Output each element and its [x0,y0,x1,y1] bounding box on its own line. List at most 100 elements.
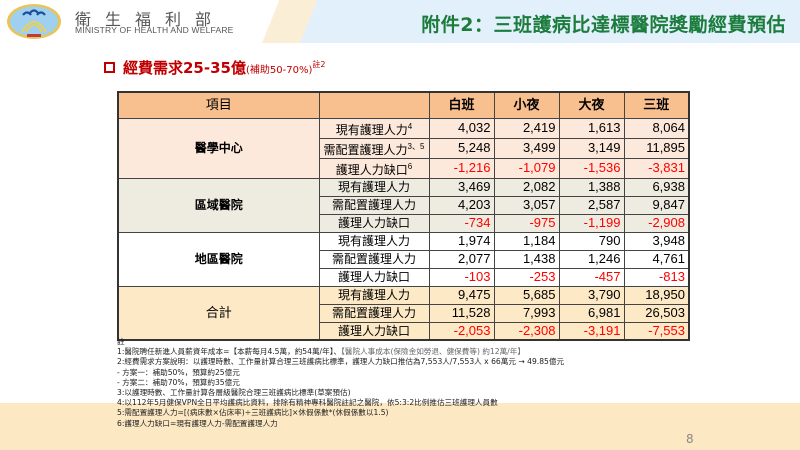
cell-day: 11,528 [428,303,495,323]
cell-night: -1,199 [558,213,625,233]
footer-band [0,403,800,450]
footnote-1: 1:醫院聘任新進人員薪資年成本=【本薪每月4.5萬，約54萬/年】、【醫院人事成… [117,347,525,357]
row-label: 現有護理人力4 [318,117,430,139]
row-label: 護理人力缺口 [318,321,430,341]
cell-night: -1,536 [558,157,625,179]
cell-total: 26,503 [623,303,690,323]
cell-evening: 7,993 [493,303,560,323]
category-total: 合計 [117,285,320,341]
cell-evening: -253 [493,267,560,287]
footnote-2-plan-2: - 方案二：補助70%，預算約35億元 [117,377,240,387]
cell-day: 9,475 [428,285,495,305]
footnote-2-plan-1: - 方案一：補助50%，預算約25億元 [117,367,240,377]
square-bullet-icon [104,62,115,73]
row-label: 需配置護理人力 [318,249,430,269]
table-row: 地區醫院 現有護理人力 1,974 1,184 790 3,948 [117,231,690,287]
column-header-evening: 小夜 [493,91,560,119]
cell-day: 4,203 [428,195,495,215]
row-label: 現有護理人力 [318,177,430,197]
cell-evening: 1,438 [493,249,560,269]
cell-total: 6,938 [623,177,690,197]
cell-evening: 3,057 [493,195,560,215]
cell-evening: -1,079 [493,157,560,179]
row-label: 護理人力缺口 [318,267,430,287]
row-label: 現有護理人力 [318,231,430,251]
cell-night: 1,613 [558,117,625,139]
table-row: 需配置護理人力 11,528 7,993 6,981 26,503 [118,303,690,323]
slide-header: 衛生福利部 MINISTRY OF HEALTH AND WELFARE 附件2… [0,0,800,43]
cell-total: 18,950 [623,285,690,305]
table-row: 需配置護理人力 4,203 3,057 2,587 9,847 [118,195,690,215]
row-label: 需配置護理人力 [318,303,430,323]
nursing-budget-table: 項目 白班 小夜 大夜 三班 醫學中心 現有護理人力4 4,032 2,419 … [117,91,690,341]
cell-night: -457 [558,267,625,287]
subtitle-main: 經費需求25-35億 [123,59,246,77]
cell-total: 3,948 [623,231,690,251]
table-row: 護理人力缺口 -2,053 -2,308 -3,191 -7,553 [118,321,690,341]
cell-total: 9,847 [623,195,690,215]
category-regional-hospital: 區域醫院 [117,177,320,233]
section-subtitle: 經費需求25-35億 (補助50-70%) 註2 [104,57,325,78]
cell-day: -734 [428,213,495,233]
row-label: 需配置護理人力 [318,195,430,215]
subtitle-detail: (補助50-70%) [245,65,313,76]
ministry-name-en: MINISTRY OF HEALTH AND WELFARE [75,25,234,35]
footnote-4: 4:以112年5月健保VPN全日平均護病比資料，排除有精神專科醫院註記之醫院，依… [117,398,498,408]
cell-day: 4,032 [428,117,495,139]
column-header-night: 大夜 [558,91,625,119]
table-row: 區域醫院 現有護理人力 3,469 2,082 1,388 6,938 [117,177,690,233]
cell-night: 1,246 [558,249,625,269]
row-label: 護理人力缺口6 [318,157,430,179]
cell-total: -3,831 [623,157,690,179]
table-row: 護理人力缺口6 -1,216 -1,079 -1,536 -3,831 [118,157,690,179]
cell-day: 2,077 [428,249,495,269]
cell-day: -1,216 [428,157,495,179]
table-row: 需配置護理人力 2,077 1,438 1,246 4,761 [118,249,690,269]
category-medical-center: 醫學中心 [117,117,320,179]
table-row: 需配置護理人力3、5 5,248 3,499 3,149 11,895 [118,137,690,159]
row-label: 需配置護理人力3、5 [318,137,430,159]
cell-total: 8,064 [623,117,690,139]
ministry-name-zh: 衛生福利部 [75,10,226,29]
ministry-emblem-icon [7,4,61,39]
column-header-three-shifts: 三班 [623,91,690,119]
page-number: 8 [686,432,694,446]
cell-day: 3,469 [428,177,495,197]
category-district-hospital: 地區醫院 [117,231,320,287]
cell-night: 1,388 [558,177,625,197]
column-header-label [318,91,430,119]
table-header-row: 項目 白班 小夜 大夜 三班 [117,91,690,119]
cell-total: -2,908 [623,213,690,233]
cell-total: -813 [623,267,690,287]
page-title: 附件2：三班護病比達標醫院獎勵經費預估 [421,14,786,36]
cell-evening: 2,082 [493,177,560,197]
footnote-6: 6:護理人力缺口=現有護理人力-需配置護理人力 [117,418,278,428]
cell-evening: 5,685 [493,285,560,305]
footnote-5: 5:需配置護理人力=[(病床數×佔床率)÷三班護病比]×休假係數*(休假係數以1… [117,408,389,418]
column-header-item: 項目 [117,91,320,119]
row-label: 現有護理人力 [318,285,430,305]
cell-day: -103 [428,267,495,287]
footnote-3: 3:以護理時數、工作量計算各層級醫院合理三班護病比標準(草案預估) [117,388,351,398]
cell-night: 6,981 [558,303,625,323]
cell-day: 5,248 [428,137,495,159]
cell-total: 4,761 [623,249,690,269]
cell-night: 3,149 [558,137,625,159]
cell-total: 11,895 [623,137,690,159]
cell-night: 790 [558,231,625,251]
table-row: 合計 現有護理人力 9,475 5,685 3,790 18,950 [117,285,690,341]
cell-night: 3,790 [558,285,625,305]
cell-total: -7,553 [623,321,690,341]
table-row: 護理人力缺口 -103 -253 -457 -813 [118,267,690,287]
cell-night: 2,587 [558,195,625,215]
footnotes: 註 1:醫院聘任新進人員薪資年成本=【本薪每月4.5萬，約54萬/年】、【醫院人… [117,337,564,429]
cell-day: 1,974 [428,231,495,251]
cell-evening: 3,499 [493,137,560,159]
footnote-2: 2:經費需求方案說明：以護理時數、工作量計算合理三班護病比標準，護理人力缺口推估… [117,357,565,367]
cell-evening: -975 [493,213,560,233]
table-row: 醫學中心 現有護理人力4 4,032 2,419 1,613 8,064 [117,117,690,179]
footnote-title: 註 [117,337,125,346]
cell-night: -3,191 [558,321,625,341]
cell-evening: 2,419 [493,117,560,139]
cell-day: -2,053 [428,321,495,341]
